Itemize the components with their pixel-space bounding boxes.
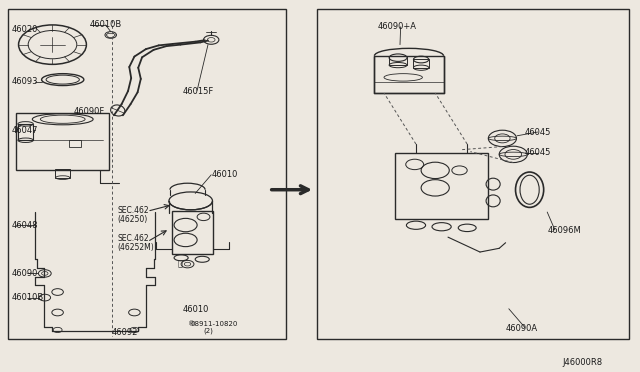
Text: SEC.462: SEC.462: [117, 234, 148, 243]
Text: Ⓡ: Ⓡ: [178, 260, 183, 269]
Bar: [18, 124, 33, 140]
Bar: [413, 59, 429, 68]
Text: 46010B: 46010B: [12, 293, 44, 302]
Text: 46048: 46048: [12, 221, 38, 230]
Text: 08911-10820: 08911-10820: [191, 321, 238, 327]
Text: 46090F: 46090F: [74, 107, 105, 116]
Bar: [389, 56, 407, 65]
Text: 46092: 46092: [112, 328, 138, 337]
Bar: [8, 9, 286, 339]
Text: 46020: 46020: [12, 25, 38, 34]
Text: 46045: 46045: [525, 148, 551, 157]
Bar: [317, 9, 629, 339]
Bar: [69, 140, 81, 147]
Text: 46090+A: 46090+A: [378, 22, 417, 31]
Text: (46250): (46250): [117, 215, 147, 224]
Bar: [172, 211, 213, 254]
Text: 46093: 46093: [12, 77, 38, 86]
Text: SEC.462: SEC.462: [117, 206, 148, 215]
Text: 46015F: 46015F: [182, 87, 214, 96]
Text: 46047: 46047: [12, 126, 38, 135]
Text: 46090A: 46090A: [506, 324, 538, 333]
Bar: [374, 56, 444, 93]
Text: (46252M): (46252M): [117, 243, 154, 252]
Text: 46090: 46090: [12, 269, 38, 278]
Text: J46000R8: J46000R8: [562, 358, 602, 367]
Bar: [17, 112, 109, 170]
Text: ®: ®: [188, 321, 195, 327]
Text: 46096M: 46096M: [547, 226, 581, 235]
Bar: [395, 154, 488, 219]
Text: (2): (2): [204, 327, 213, 334]
Text: 46045: 46045: [525, 128, 551, 137]
Bar: [55, 170, 70, 178]
Text: 46010: 46010: [211, 170, 237, 179]
Text: 46010: 46010: [182, 305, 209, 314]
Text: 46010B: 46010B: [90, 20, 122, 29]
